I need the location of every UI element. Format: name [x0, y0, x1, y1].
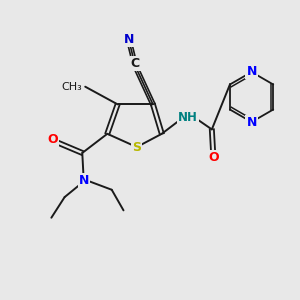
- Text: N: N: [79, 174, 89, 188]
- Text: CH₃: CH₃: [61, 82, 82, 92]
- Text: C: C: [131, 57, 140, 70]
- Text: N: N: [246, 65, 257, 79]
- Text: S: S: [132, 141, 141, 154]
- Text: N: N: [246, 116, 257, 128]
- Text: O: O: [208, 151, 219, 164]
- Text: O: O: [47, 133, 58, 146]
- Text: NH: NH: [178, 111, 198, 124]
- Text: N: N: [124, 33, 134, 46]
